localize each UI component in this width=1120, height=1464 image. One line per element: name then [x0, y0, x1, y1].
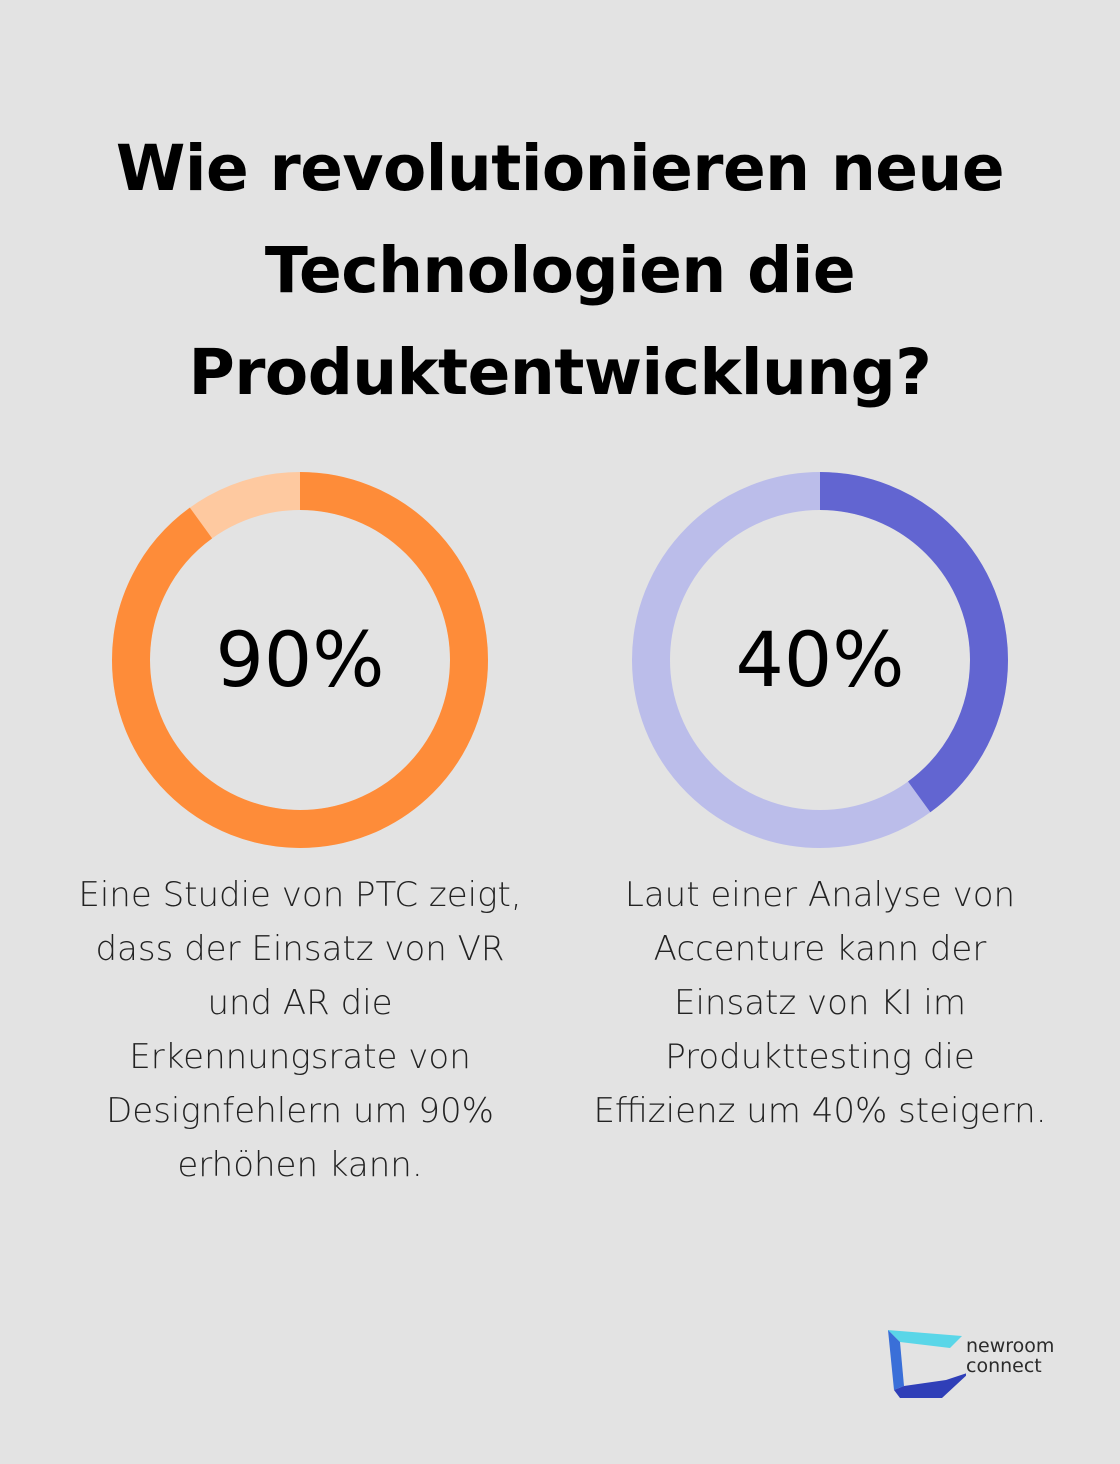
logo-line: connect [966, 1355, 1042, 1377]
donut-value-label: 90% [216, 615, 385, 704]
description-line: erhöhen kann. [177, 1145, 423, 1185]
donut-chart-40: 40% [632, 472, 1008, 848]
description-line: dass der Einsatz von VR [95, 929, 505, 969]
description-line: Laut einer Analyse von [624, 875, 1016, 915]
donut-value-label: 40% [736, 615, 905, 704]
description-line: Einsatz von KI im [674, 983, 966, 1023]
stat-card-ki: 40% Laut einer Analyse von Accenture kan… [570, 470, 1070, 1138]
brand-logo: newroom connect [886, 1328, 1066, 1400]
logo-text: newroom connect [966, 1336, 1054, 1376]
title-line: Technologien die [264, 234, 856, 307]
title-line: Wie revolutionieren neue [115, 132, 1005, 205]
logo-line: newroom [966, 1335, 1055, 1357]
stat-description: Laut einer Analyse von Accenture kann de… [570, 868, 1070, 1138]
stat-card-vr-ar: 90% Eine Studie von PTC zeigt, dass der … [50, 470, 550, 1192]
description-line: Produkttesting die [665, 1037, 975, 1077]
title-line: Produktentwicklung? [188, 336, 932, 409]
page-title: Wie revolutionieren neue Technologien di… [60, 118, 1060, 424]
description-line: Erkennungsrate von [129, 1037, 471, 1077]
stat-description: Eine Studie von PTC zeigt, dass der Eins… [50, 868, 550, 1192]
description-line: und AR die [207, 983, 393, 1023]
description-line: Eine Studie von PTC zeigt, [78, 875, 522, 915]
description-line: Effizienz um 40% steigern. [593, 1091, 1047, 1131]
description-line: Accenture kann der [653, 929, 987, 969]
donut-value-arc [632, 472, 1008, 848]
donut-value-arc [112, 472, 488, 848]
description-line: Designfehlern um 90% [106, 1091, 494, 1131]
donut-chart-90: 90% [112, 472, 488, 848]
logo-icon [888, 1330, 970, 1398]
